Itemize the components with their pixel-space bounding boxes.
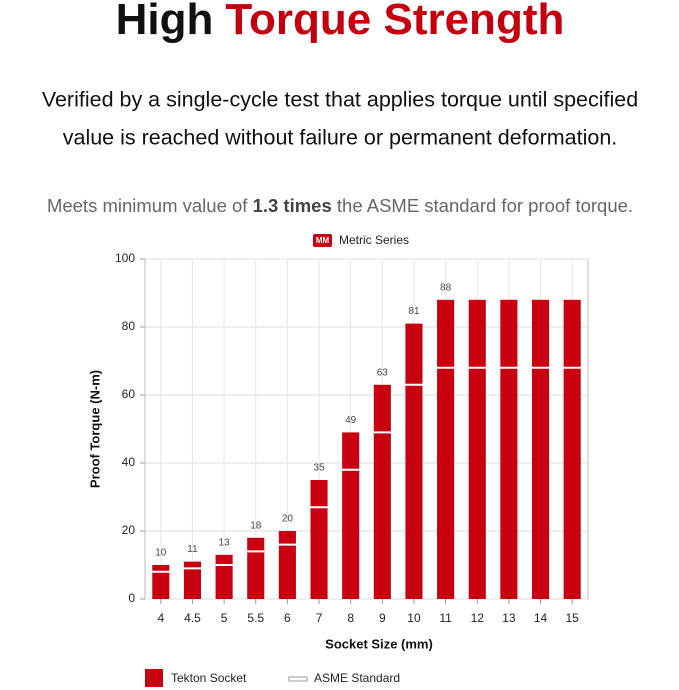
bar (437, 299, 455, 599)
bar (563, 299, 581, 599)
bar (152, 565, 170, 599)
bar (468, 299, 486, 599)
x-tick-label: 4.5 (184, 611, 201, 625)
x-tick-label: 8 (347, 611, 354, 625)
x-tick-label: 5 (221, 611, 228, 625)
plot-area (144, 258, 589, 600)
bar (310, 480, 328, 599)
bar (500, 299, 518, 599)
y-tick-label: 40 (122, 455, 136, 469)
description-line: Verified by a single-cycle test that app… (42, 88, 638, 112)
description-line: value is reached without failure or perm… (63, 126, 618, 150)
data-label: 35 (313, 463, 325, 474)
bar (278, 531, 296, 599)
data-label: 18 (250, 520, 262, 531)
y-tick-label: 20 (122, 523, 136, 537)
x-tick-label: 4 (157, 611, 164, 625)
x-tick-label: 6 (284, 611, 291, 625)
headline: High Torque Strength (116, 0, 565, 44)
x-tick-label: 14 (534, 611, 548, 625)
data-label: 63 (377, 367, 389, 378)
headline-accent: Torque Strength (225, 0, 564, 44)
data-label: 88 (440, 282, 452, 293)
bar (531, 299, 550, 599)
bar (405, 323, 423, 599)
note-part: the ASME standard for proof torque. (332, 195, 633, 216)
x-tick-label: 11 (439, 611, 452, 625)
bar (183, 561, 202, 599)
chart-title: Metric Series (339, 233, 409, 247)
y-tick-label: 100 (115, 251, 135, 265)
note-part: Meets minimum value of (47, 195, 253, 216)
x-tick-label: 12 (471, 611, 485, 625)
note-bold: 1.3 times (253, 195, 332, 216)
headline-part: High (116, 0, 214, 44)
bar (215, 554, 233, 599)
x-tick-label: 7 (316, 611, 323, 625)
x-tick-label: 13 (502, 611, 516, 625)
data-label: 49 (345, 415, 357, 426)
data-label: 13 (219, 537, 231, 548)
legend-swatch (145, 669, 163, 687)
bar (247, 537, 265, 599)
data-label: 10 (155, 548, 167, 559)
x-tick-label: 10 (407, 611, 421, 625)
badge: MM (316, 236, 330, 245)
legend-label: ASME Standard (314, 671, 400, 685)
data-label: 11 (187, 544, 198, 555)
x-tick-label: 5.5 (247, 611, 264, 625)
legend-label: Tekton Socket (171, 671, 247, 685)
badge-box (313, 234, 332, 247)
bar (342, 432, 360, 599)
x-tick-label: 9 (379, 611, 386, 625)
x-tick-label: 15 (565, 611, 579, 625)
data-label: 20 (282, 514, 294, 525)
y-tick-label: 80 (122, 319, 136, 333)
y-tick-label: 0 (128, 591, 135, 605)
legend-swatch (288, 676, 308, 682)
y-tick-label: 60 (122, 387, 136, 401)
bar (373, 384, 391, 599)
note: Meets minimum value of 1.3 times the ASM… (47, 195, 633, 216)
data-label: 81 (408, 306, 420, 317)
x-axis-title: Socket Size (mm) (325, 636, 433, 651)
y-axis-title: Proof Torque (N-m) (87, 370, 102, 488)
